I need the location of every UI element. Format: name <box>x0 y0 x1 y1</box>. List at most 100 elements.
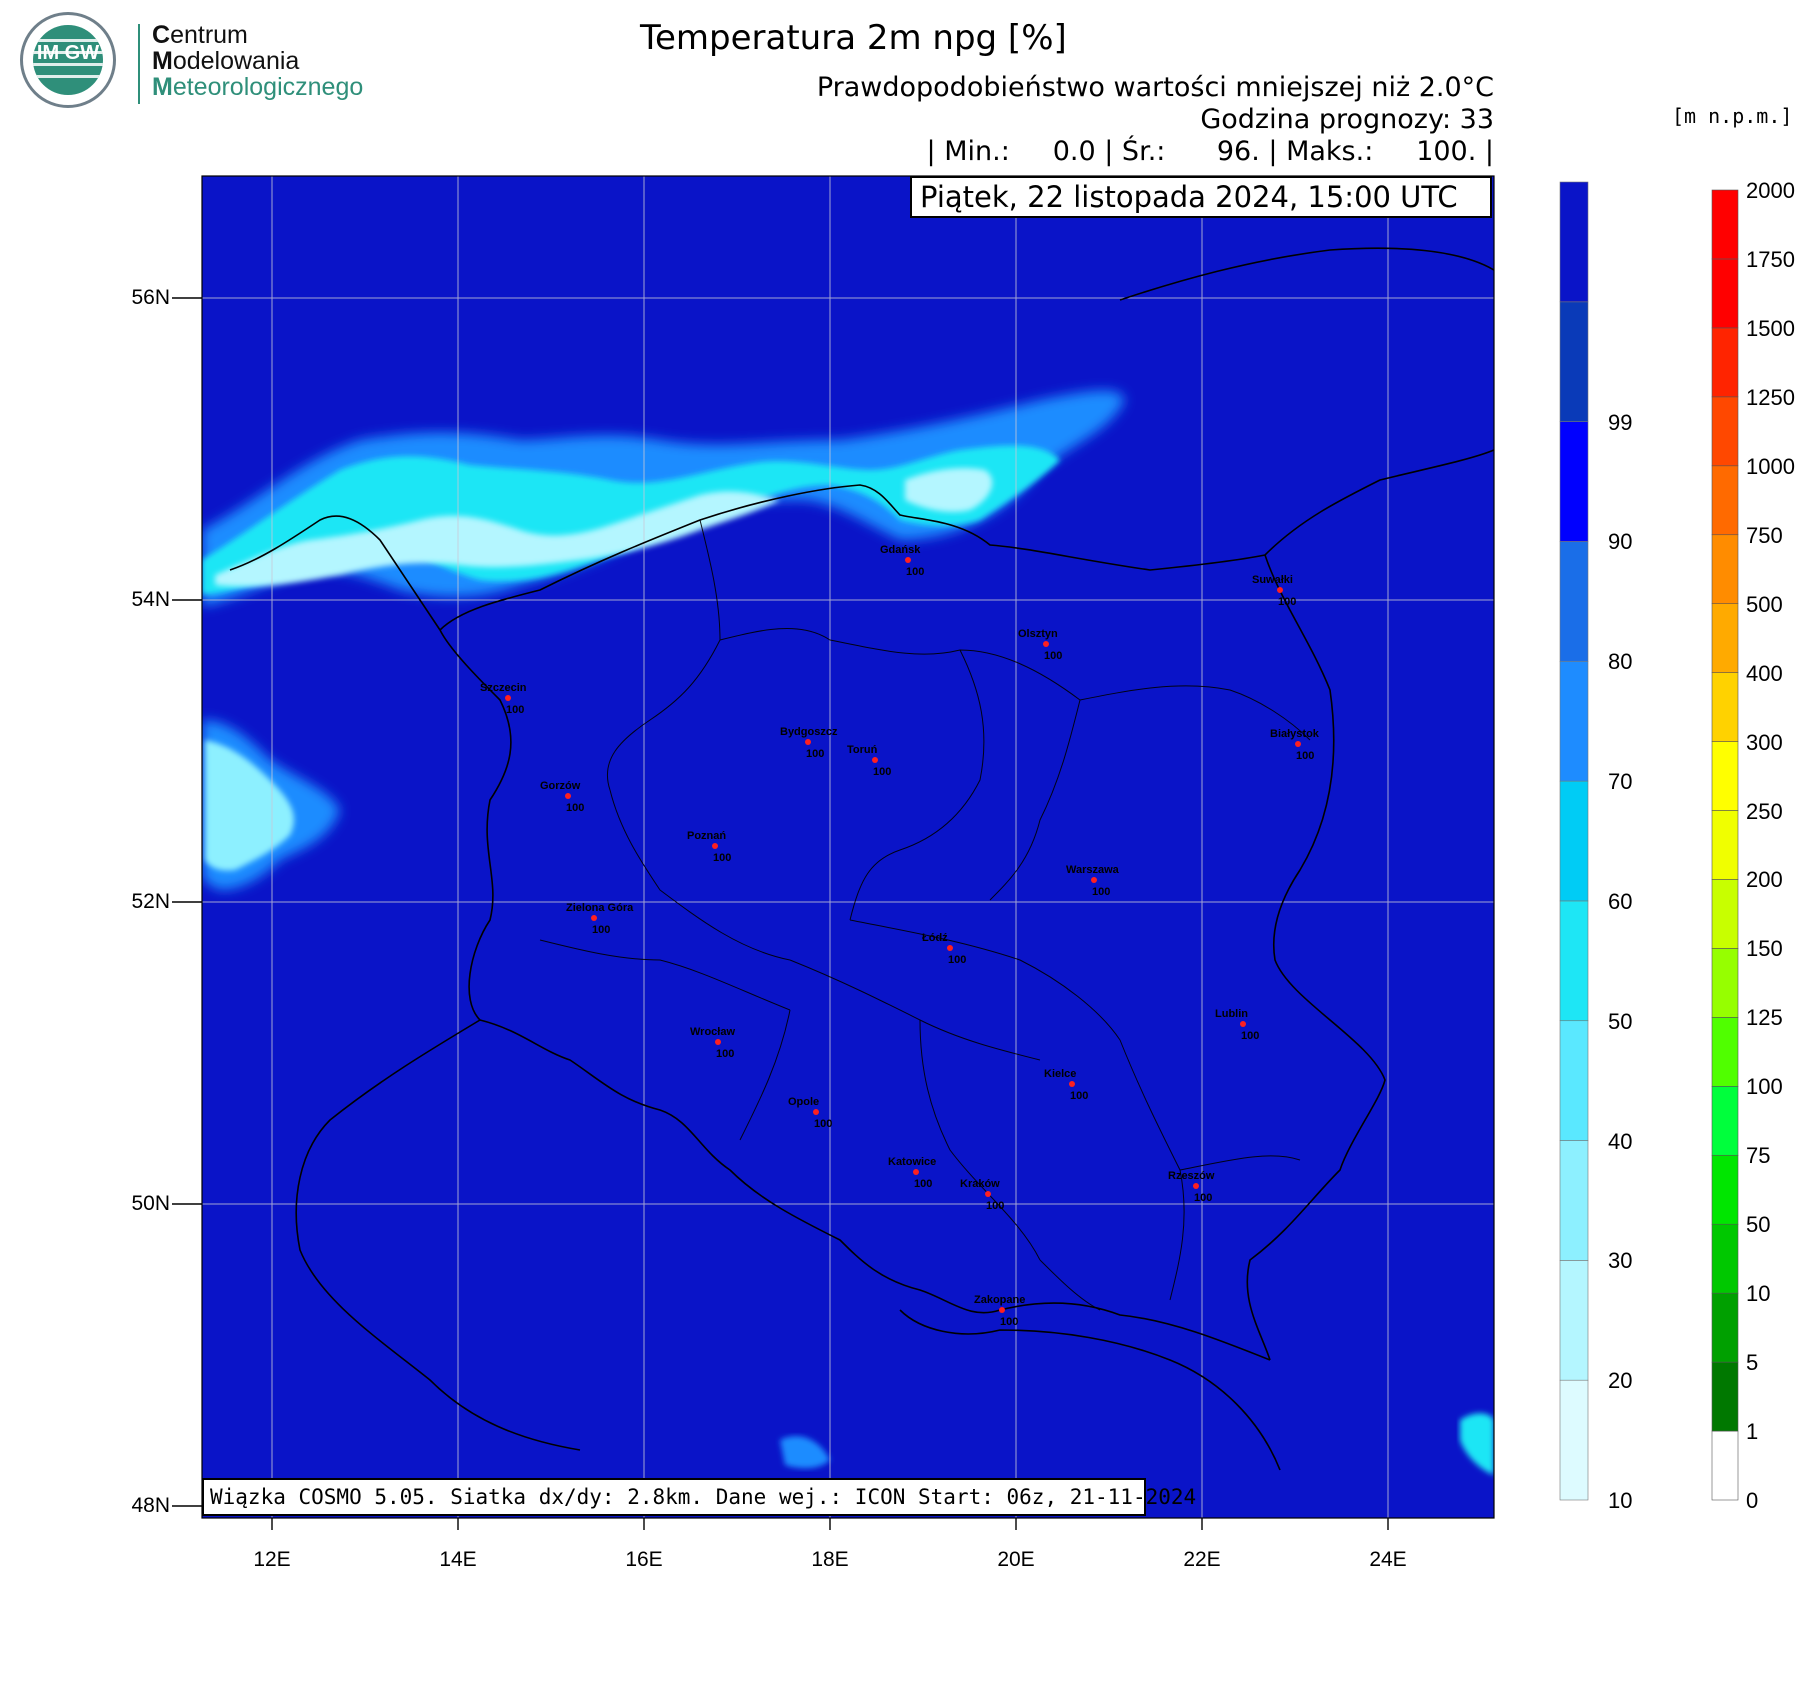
city-name: Kielce <box>1044 1068 1077 1080</box>
height-swatch <box>1711 327 1739 398</box>
city-value: 100 <box>1241 1030 1260 1042</box>
city-value: 100 <box>592 924 611 936</box>
city-value: 100 <box>1194 1192 1213 1204</box>
height-swatch <box>1711 534 1739 604</box>
height-swatch <box>1711 465 1739 536</box>
city-name: Suwałki <box>1252 574 1293 586</box>
probability-swatch <box>1559 900 1589 1022</box>
lon-label-16e: 16E <box>625 1548 663 1571</box>
probability-legend-label: 80 <box>1608 649 1633 675</box>
city-dot <box>1069 1081 1075 1087</box>
eastern-border <box>1246 554 1386 1361</box>
boundaries <box>229 247 1494 1471</box>
slovak-border <box>899 1309 1281 1471</box>
city-name: Zakopane <box>974 1294 1026 1306</box>
height-swatch <box>1711 1223 1739 1294</box>
height-legend-label: 10 <box>1746 1281 1771 1307</box>
probability-legend-label: 50 <box>1608 1008 1633 1034</box>
height-legend-label: 50 <box>1746 1212 1771 1238</box>
height-legend-label: 1250 <box>1746 384 1795 410</box>
map-subtitle: Prawdopodobieństwo wartości mniejszej ni… <box>816 72 1494 103</box>
lat-label-52n: 52N <box>131 890 170 913</box>
height-legend-label: 200 <box>1746 867 1783 893</box>
lat-label-56n: 56N <box>131 286 170 309</box>
probability-swatch <box>1559 1020 1589 1141</box>
city-name: Toruń <box>847 744 878 756</box>
city-value: 100 <box>806 748 825 760</box>
lon-label-18e: 18E <box>811 1548 849 1571</box>
height-swatch <box>1711 189 1739 260</box>
probability-legend-label: 90 <box>1608 529 1633 555</box>
height-legend-label: 500 <box>1746 591 1783 617</box>
height-swatch <box>1711 258 1739 329</box>
probability-legend-label: 10 <box>1608 1488 1633 1513</box>
city-dot <box>591 915 597 921</box>
city-name: Katowice <box>888 1156 937 1168</box>
probability-swatch <box>1559 301 1589 422</box>
height-swatch <box>1711 1292 1739 1363</box>
city-value: 100 <box>986 1200 1005 1212</box>
probability-legend-label: 30 <box>1608 1248 1633 1274</box>
city-dot <box>913 1169 919 1175</box>
czech-border <box>295 1019 581 1451</box>
height-swatch <box>1711 810 1739 880</box>
coastline <box>439 484 1266 631</box>
lat-label-50n: 50N <box>131 1192 170 1215</box>
height-swatch <box>1711 879 1739 949</box>
lat-label-48n: 48N <box>131 1494 170 1517</box>
height-legend-label: 125 <box>1746 1005 1783 1031</box>
height-swatch <box>1711 1017 1739 1087</box>
city-dot <box>715 1039 721 1045</box>
logo-line-1: Centrum <box>152 21 248 49</box>
lon-label-12e: 12E <box>253 1548 291 1571</box>
height-legend <box>1711 189 1739 1501</box>
city-dot <box>1091 877 1097 883</box>
probability-swatch <box>1559 1260 1589 1381</box>
city-name: Kraków <box>960 1178 1000 1190</box>
height-swatch <box>1711 1430 1739 1501</box>
axis-ticks <box>172 297 1389 1530</box>
height-swatch <box>1711 672 1739 742</box>
probability-legend-label: 40 <box>1608 1128 1633 1154</box>
city-dot <box>1277 587 1283 593</box>
city-value: 100 <box>713 852 732 864</box>
city-dot <box>1043 641 1049 647</box>
city-dot <box>947 945 953 951</box>
height-legend-label: 300 <box>1746 729 1783 755</box>
city-value: 100 <box>1296 750 1315 762</box>
city-value: 100 <box>566 802 585 814</box>
city-value: 100 <box>948 954 967 966</box>
lon-label-14e: 14E <box>439 1548 477 1571</box>
imgw-logo: IM GW <box>20 12 116 108</box>
lat-label-54n: 54N <box>131 588 170 611</box>
probability-legend <box>1559 181 1589 1501</box>
city-dot <box>805 739 811 745</box>
city-name: Poznań <box>687 830 727 842</box>
probability-swatch <box>1559 421 1589 542</box>
city-value: 100 <box>1070 1090 1089 1102</box>
city-markers <box>505 557 1301 1313</box>
city-value: 100 <box>1000 1316 1019 1328</box>
city-name: Szczecin <box>480 682 527 694</box>
height-legend-label: 0 <box>1746 1488 1759 1513</box>
city-value: 100 <box>914 1178 933 1190</box>
height-legend-label: 400 <box>1746 660 1783 686</box>
city-dot <box>872 757 878 763</box>
map-background <box>202 176 1494 1518</box>
probability-field <box>202 390 1494 1475</box>
probability-swatch <box>1559 1379 1589 1501</box>
height-legend-label: 100 <box>1746 1074 1783 1100</box>
city-name: Warszawa <box>1066 864 1119 876</box>
city-dot <box>1295 741 1301 747</box>
city-value: 100 <box>1044 650 1063 662</box>
city-dot <box>813 1109 819 1115</box>
probability-legend-label: 60 <box>1608 888 1633 914</box>
city-name: Opole <box>788 1096 820 1108</box>
logo-line-3: Meteorologicznego <box>152 73 364 101</box>
western-southern-border <box>439 629 1271 1361</box>
height-swatch <box>1711 603 1739 673</box>
probability-swatch <box>1559 541 1589 662</box>
city-dot <box>985 1191 991 1197</box>
city-value: 100 <box>716 1048 735 1060</box>
